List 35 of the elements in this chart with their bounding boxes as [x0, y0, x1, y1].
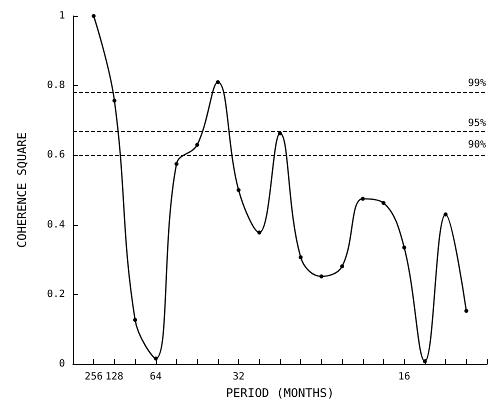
point: [216, 80, 220, 84]
point: [257, 230, 262, 235]
y-tick-label: 0.8: [46, 80, 65, 92]
x-tick-label: 64: [150, 372, 162, 383]
point: [236, 188, 241, 192]
x-axis-title: PERIOD (MONTHS): [226, 386, 334, 400]
point: [464, 308, 468, 313]
annotation: 99%: [468, 78, 486, 90]
point: [278, 131, 282, 136]
point: [444, 212, 448, 216]
x-tick-label: 128: [105, 372, 124, 383]
point: [174, 162, 178, 166]
annotation: 95%: [468, 118, 486, 129]
point: [360, 196, 365, 201]
point: [319, 274, 324, 278]
y-tick-label: 0.2: [46, 288, 65, 300]
point: [298, 255, 303, 260]
point: [340, 264, 344, 268]
y-tick-label: 1: [58, 10, 65, 22]
point: [112, 98, 116, 103]
point: [422, 359, 427, 364]
point: [133, 318, 138, 322]
y-tick-label: 0.6: [46, 150, 65, 161]
annotation: 90%: [468, 139, 486, 150]
point: [402, 245, 406, 250]
y-tick-label: 0: [58, 358, 65, 370]
point: [92, 14, 96, 18]
y-axis-title: COHERENCE SQUARE: [15, 132, 29, 248]
x-tick-label: 32: [232, 372, 245, 383]
x-tick-label: 16: [398, 372, 410, 383]
point: [382, 200, 386, 205]
point: [154, 356, 158, 361]
y-tick-label: 0.4: [46, 219, 65, 230]
x-tick-label: 256: [84, 372, 103, 383]
point: [195, 142, 200, 147]
